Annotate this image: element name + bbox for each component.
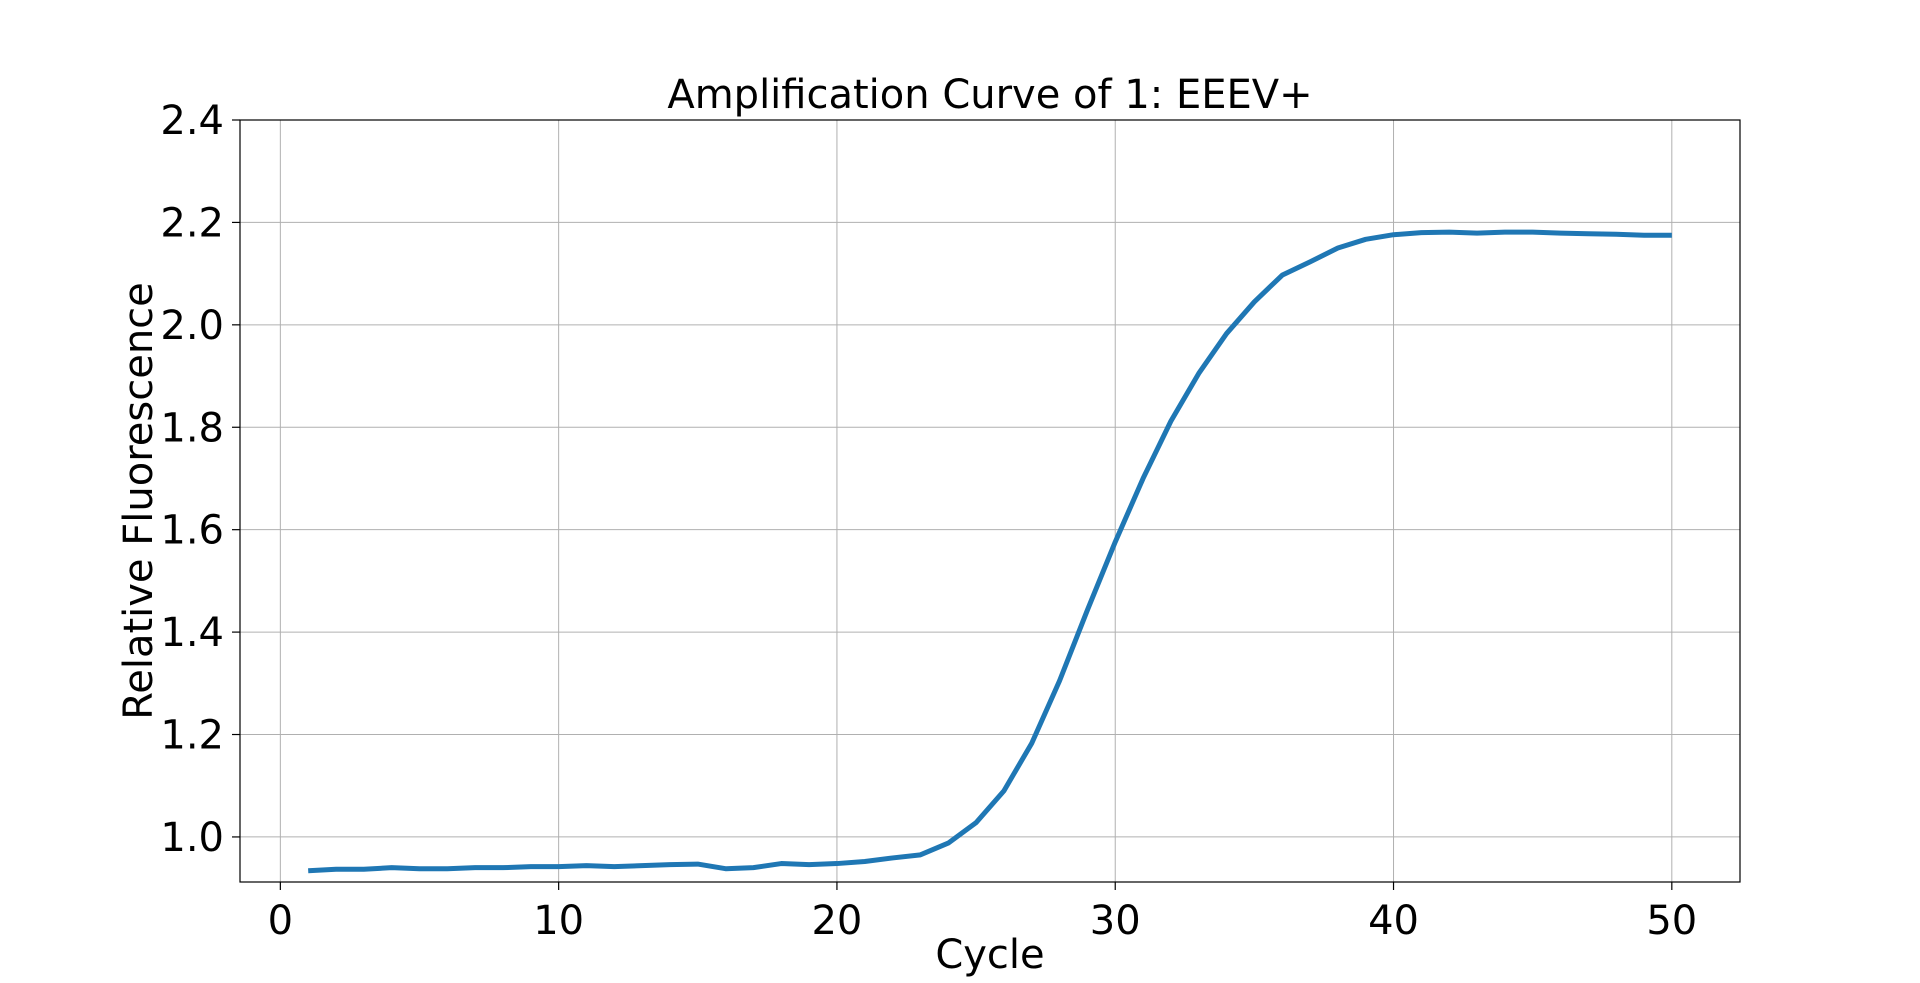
x-tick-label: 10 (533, 898, 584, 944)
x-tick-label: 0 (268, 898, 293, 944)
y-tick-label: 2.0 (160, 303, 224, 349)
series-line (308, 229, 1672, 874)
y-tick-label: 2.4 (160, 98, 224, 144)
y-tick-label: 1.8 (160, 405, 224, 451)
y-axis-label: Relative Fluorescence (116, 282, 162, 720)
chart-title: Amplification Curve of 1: EEEV+ (667, 72, 1312, 118)
x-tick-label: 50 (1646, 898, 1697, 944)
plot-frame (239, 119, 1741, 883)
x-tick-label: 20 (811, 898, 862, 944)
x-axis-label: Cycle (935, 932, 1044, 978)
x-tick-label: 40 (1368, 898, 1419, 944)
y-tick-label: 1.4 (160, 610, 224, 656)
y-tick-label: 1.2 (160, 713, 224, 759)
x-tick-label: 30 (1090, 898, 1141, 944)
y-tick-label: 1.6 (160, 508, 224, 554)
y-tick-label: 1.0 (160, 815, 224, 861)
axis-ticks: 0 10 20 30 40 50 1.0 1.2 1.4 1.6 1.8 2.0 2.2 2.4 (160, 98, 1697, 944)
series-layer (308, 229, 1672, 874)
y-tick-label: 2.2 (160, 200, 224, 246)
